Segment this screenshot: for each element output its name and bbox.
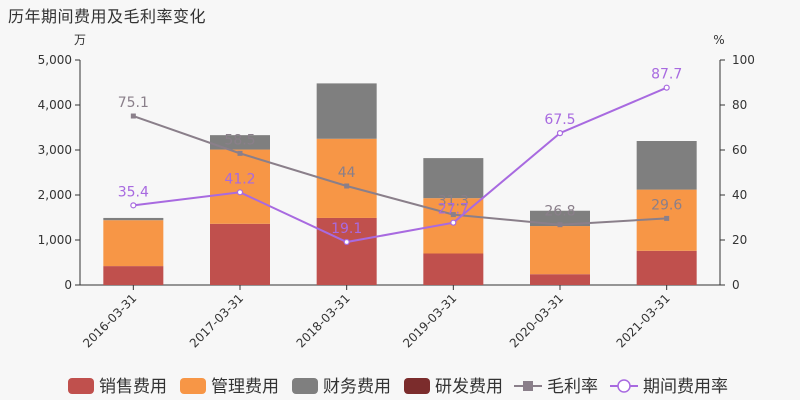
legend-item[interactable]: 毛利率 xyxy=(514,377,598,397)
legend-swatch xyxy=(404,378,430,394)
y-left-unit: 万 xyxy=(74,33,86,47)
bar-segment[interactable] xyxy=(103,220,164,267)
y-left-tick-label: 1,000 xyxy=(38,233,72,247)
bar-segment[interactable] xyxy=(103,217,164,221)
legend-item[interactable]: 研发费用 xyxy=(404,377,503,397)
y-right-tick-label: 80 xyxy=(732,98,747,112)
bar-segment[interactable] xyxy=(530,274,590,285)
legend-item[interactable]: 期间费用率 xyxy=(610,377,728,397)
bar-segment[interactable] xyxy=(636,141,697,190)
bar-segment[interactable] xyxy=(530,226,590,275)
data-label: 58.5 xyxy=(224,132,255,148)
data-label: 87.7 xyxy=(651,67,682,83)
data-label: 41.2 xyxy=(224,171,255,187)
y-left-tick-label: 4,000 xyxy=(38,98,72,112)
bar-segment[interactable] xyxy=(316,83,377,139)
data-label: 67.5 xyxy=(544,112,575,128)
legend-swatch xyxy=(68,378,94,394)
line-point[interactable] xyxy=(130,113,136,119)
y-right-unit: % xyxy=(713,33,724,47)
bar-segment[interactable] xyxy=(636,250,697,285)
legend: 销售费用 管理费用 财务费用 研发费用 毛利率 期间费用率 xyxy=(68,377,728,397)
line-point[interactable] xyxy=(236,189,244,196)
legend-marker xyxy=(523,381,533,391)
line-point[interactable] xyxy=(450,219,457,226)
line-point[interactable] xyxy=(556,130,564,137)
y-right-tick-label: 40 xyxy=(732,188,747,202)
data-label: 31.3 xyxy=(438,194,469,210)
legend-swatch xyxy=(180,378,206,394)
legend-label: 销售费用 xyxy=(99,377,167,397)
y-left-tick-label: 2,000 xyxy=(38,188,72,202)
legend-label: 管理费用 xyxy=(211,377,279,397)
chart-title: 历年期间费用及毛利率变化 xyxy=(8,7,207,26)
y-right-tick-label: 100 xyxy=(732,53,755,67)
bar-segment[interactable] xyxy=(530,210,590,227)
y-left-tick-label: 3,000 xyxy=(38,143,72,157)
y-left-tick-label: 0 xyxy=(64,278,72,292)
data-label: 44 xyxy=(338,165,356,181)
legend-label: 毛利率 xyxy=(547,377,598,397)
legend-label: 期间费用率 xyxy=(643,377,728,397)
x-tick-label: 2018-03-31 xyxy=(294,291,353,350)
x-tick-label: 2016-03-31 xyxy=(80,291,139,350)
x-tick-label: 2020-03-31 xyxy=(507,291,566,350)
x-tick-label: 2021-03-31 xyxy=(614,291,673,350)
legend-item[interactable]: 财务费用 xyxy=(292,377,391,397)
y-right-tick-label: 60 xyxy=(732,143,747,157)
line-point[interactable] xyxy=(664,215,670,221)
bar-segment[interactable] xyxy=(210,149,270,224)
data-label: 75.1 xyxy=(118,95,149,111)
series-line xyxy=(133,115,667,226)
data-label: 29.6 xyxy=(651,197,682,213)
y-left-tick-label: 5,000 xyxy=(38,53,72,67)
bar-segment[interactable] xyxy=(210,223,270,285)
bar-segment[interactable] xyxy=(316,138,377,218)
data-label: 19.1 xyxy=(331,221,362,237)
data-label: 26.8 xyxy=(544,204,575,220)
bar-segment[interactable] xyxy=(210,135,270,150)
data-labels: 75.1 58.5 44 31.3 26.8 29.6 35.4 41.2 19.1 27.7 67… xyxy=(118,67,683,237)
bar-segment[interactable] xyxy=(103,266,164,285)
line-point[interactable] xyxy=(130,202,137,209)
series-line xyxy=(133,86,668,244)
line-point[interactable] xyxy=(663,84,670,91)
x-tick-label: 2017-03-31 xyxy=(187,291,246,350)
legend-item[interactable]: 销售费用 xyxy=(68,377,167,397)
y-right-tick-label: 20 xyxy=(732,233,747,247)
data-label: 35.4 xyxy=(118,184,149,200)
x-tick-label: 2019-03-31 xyxy=(400,291,459,350)
bar-segment[interactable] xyxy=(423,253,484,286)
bars xyxy=(103,83,697,286)
y-right-tick-label: 0 xyxy=(732,278,740,292)
line-point[interactable] xyxy=(343,238,350,246)
line-point[interactable] xyxy=(450,212,456,218)
legend-label: 研发费用 xyxy=(435,377,503,397)
bar-segment[interactable] xyxy=(423,158,484,199)
legend-item[interactable]: 管理费用 xyxy=(180,377,279,397)
legend-swatch xyxy=(292,378,318,394)
data-label: 27.7 xyxy=(438,202,469,218)
bar-segment[interactable] xyxy=(316,217,377,285)
lines xyxy=(130,84,670,246)
line-point[interactable] xyxy=(237,150,243,156)
legend-label: 财务费用 xyxy=(323,377,391,397)
legend-marker xyxy=(617,379,631,393)
line-point[interactable] xyxy=(344,183,350,189)
line-point[interactable] xyxy=(557,222,563,228)
